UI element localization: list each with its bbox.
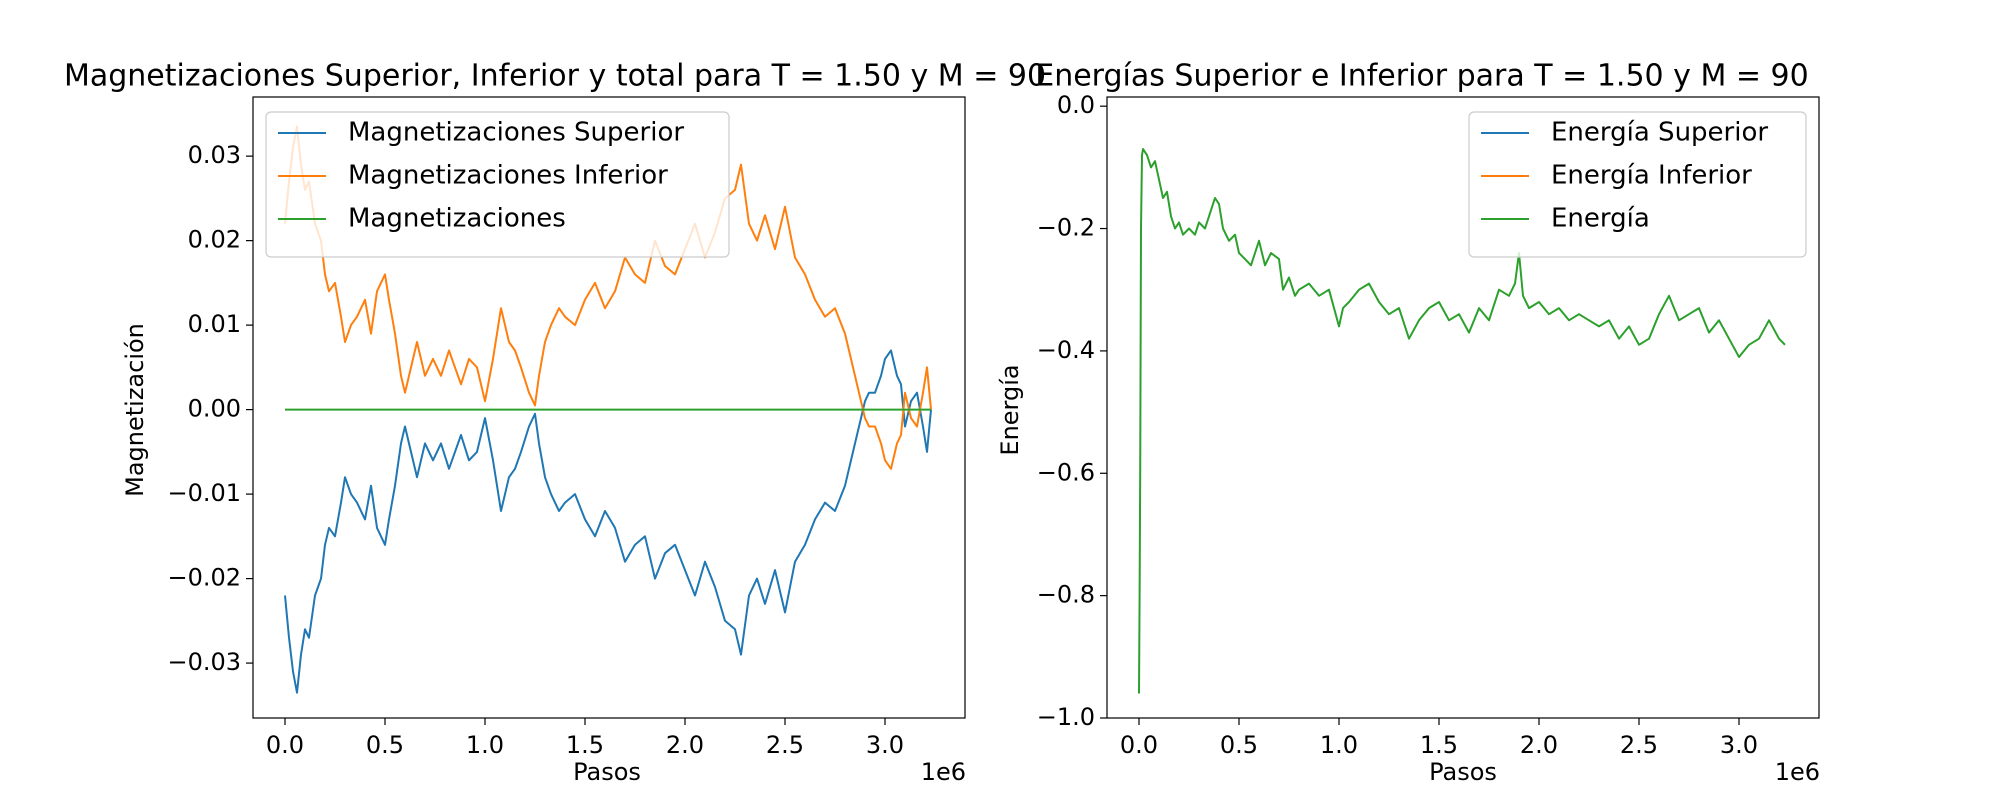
y-tick-label: 0.00 <box>188 395 241 423</box>
energy-panel: Energías Superior e Inferior para T = 1.… <box>996 59 1820 787</box>
x-tick-label: 1.0 <box>1320 731 1358 759</box>
legend: Magnetizaciones Superior Magnetizaciones … <box>265 111 730 258</box>
x-tick-label: 2.5 <box>1620 731 1658 759</box>
series-line-1 <box>284 125 932 470</box>
y-tick-label: −0.6 <box>1037 458 1095 486</box>
y-tick-label: −0.4 <box>1037 336 1095 364</box>
x-axis-label: Pasos <box>573 758 641 786</box>
y-tick-label: 0.03 <box>188 141 241 169</box>
x-tick-label: 2.5 <box>766 731 804 759</box>
plot-marks <box>1138 148 1786 694</box>
x-offset-label: 1e6 <box>921 758 966 786</box>
x-tick-label: 1.5 <box>1420 731 1458 759</box>
y-tick-label: −0.8 <box>1037 581 1095 609</box>
tick-group: 0.0 0.5 1.0 1.5 2.0 2.5 3.0 −0.03 −0.02 −0.01 0.00… <box>167 141 904 759</box>
y-tick-label: 0.01 <box>188 310 241 338</box>
axes-frame <box>1106 96 1820 719</box>
tick-group: 0.0 0.5 1.0 1.5 2.0 2.5 3.0 −1.0 −0.8 −0.6 −0.4 −0.… <box>1037 91 1758 759</box>
x-tick-label: 0.0 <box>266 731 304 759</box>
x-axis-label: Pasos <box>1429 758 1497 786</box>
y-tick-label: −0.02 <box>167 564 241 592</box>
x-offset-label: 1e6 <box>1775 758 1820 786</box>
legend-box <box>1468 111 1807 258</box>
magnetization-panel: Magnetizaciones Superior, Inferior y tot… <box>64 59 1046 787</box>
panel-title: Energías Superior e Inferior para T = 1.… <box>1035 59 1808 94</box>
legend: Energía Superior Energía Inferior Energía <box>1468 111 1807 258</box>
x-tick-label: 0.5 <box>366 731 404 759</box>
legend-label: Energía <box>1551 204 1650 234</box>
y-tick-label: −1.0 <box>1037 703 1095 731</box>
legend-box <box>265 111 730 258</box>
legend-label: Magnetizaciones <box>348 204 566 234</box>
y-axis-label: Magnetización <box>121 323 149 497</box>
x-tick-label: 1.5 <box>566 731 604 759</box>
x-tick-label: 1.0 <box>466 731 504 759</box>
legend-label: Magnetizaciones Superior <box>348 118 684 148</box>
y-axis-label: Energía <box>996 364 1024 455</box>
series-line-0 <box>284 349 932 694</box>
x-tick-label: 3.0 <box>1720 731 1758 759</box>
y-tick-label: 0.02 <box>188 226 241 254</box>
x-tick-label: 0.0 <box>1120 731 1158 759</box>
legend-label: Energía Superior <box>1551 118 1768 148</box>
legend-label: Energía Inferior <box>1551 161 1752 191</box>
y-tick-label: 0.0 <box>1057 91 1095 119</box>
series-line-2 <box>1138 148 1786 694</box>
x-tick-label: 2.0 <box>1520 731 1558 759</box>
plot-marks <box>284 125 932 694</box>
panel-title: Magnetizaciones Superior, Inferior y tot… <box>64 59 1046 94</box>
x-tick-label: 2.0 <box>666 731 704 759</box>
legend-label: Magnetizaciones Inferior <box>348 161 668 191</box>
y-tick-label: −0.03 <box>167 648 241 676</box>
x-tick-label: 3.0 <box>866 731 904 759</box>
axes-frame <box>252 96 966 719</box>
y-tick-label: −0.2 <box>1037 214 1095 242</box>
x-tick-label: 0.5 <box>1220 731 1258 759</box>
y-tick-label: −0.01 <box>167 479 241 507</box>
